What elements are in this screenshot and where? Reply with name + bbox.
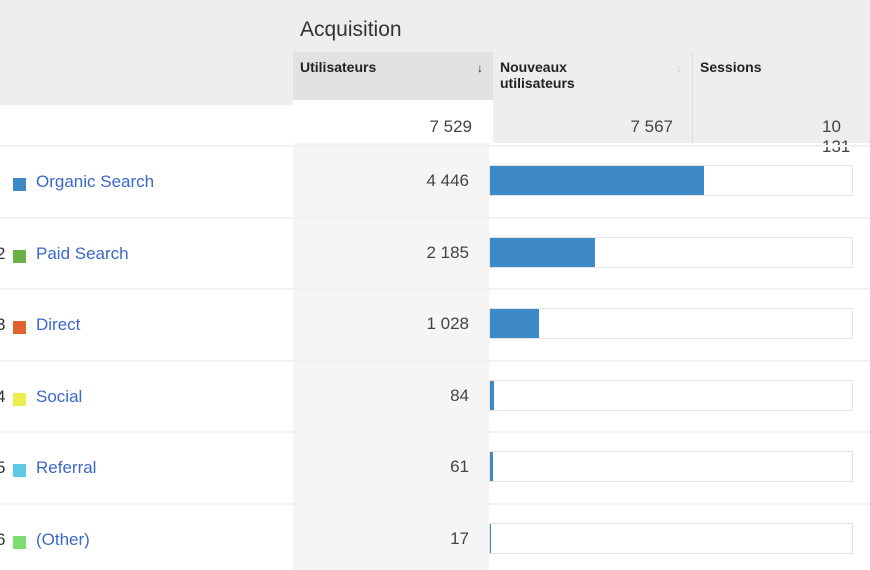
users-total-cell [293, 100, 493, 143]
users-bar [490, 166, 704, 195]
channel-color-swatch [13, 249, 26, 263]
channel-link[interactable]: Direct [36, 315, 81, 334]
column-header-sessions[interactable]: Sessions [693, 52, 870, 143]
row-divider [0, 216, 870, 219]
column-label: Sessions [700, 59, 762, 75]
channel-link[interactable]: Paid Search [36, 243, 129, 263]
users-bar [490, 237, 596, 267]
channel-color-swatch [13, 535, 26, 549]
row-number: 5 [0, 458, 6, 477]
users-value: 1 028 [426, 314, 469, 333]
dimension-column [0, 105, 293, 570]
row-number: 4 [0, 386, 6, 406]
row-divider [0, 359, 870, 362]
row-divider [0, 431, 870, 433]
total-sessions: 10 131 [822, 117, 850, 156]
row-number: 2 [0, 243, 6, 263]
channel-link[interactable]: (Other) [36, 529, 90, 549]
row-divider [0, 502, 870, 505]
total-new-users: 7 567 [630, 117, 673, 136]
users-value: 2 185 [426, 242, 469, 262]
section-title: Acquisition [300, 18, 402, 41]
users-value: 4 446 [426, 171, 469, 190]
users-bar [490, 380, 495, 410]
channel-link[interactable]: Referral [36, 458, 97, 477]
users-bar [490, 309, 540, 338]
users-bar [490, 523, 491, 553]
users-bar-track [489, 379, 853, 411]
channel-color-swatch [13, 464, 26, 477]
channel-color-swatch [13, 321, 26, 334]
column-header-new-users[interactable]: Nouveaux utilisateurs ↓ [493, 52, 693, 143]
sort-arrow-icon[interactable]: ↓ [676, 61, 682, 75]
users-value: 61 [450, 457, 469, 476]
channel-link[interactable]: Organic Search [36, 172, 155, 191]
column-label: Utilisateurs [300, 59, 377, 75]
users-bar [490, 452, 493, 481]
column-label: Nouveaux utilisateurs [500, 59, 575, 91]
column-header-users[interactable]: Utilisateurs ↓ [293, 52, 493, 100]
row-divider [0, 145, 870, 147]
users-bar-track [489, 308, 853, 339]
row-number: 3 [0, 315, 6, 334]
sort-arrow-icon[interactable]: ↓ [477, 61, 483, 75]
users-value: 17 [450, 528, 469, 548]
users-bar-track [489, 522, 853, 554]
row-divider [0, 288, 870, 290]
users-value: 84 [450, 385, 469, 405]
users-bar-track [489, 165, 853, 196]
channel-link[interactable]: Social [36, 386, 83, 406]
channel-color-swatch [13, 392, 26, 406]
users-bar-track [489, 451, 853, 482]
row-number: 6 [0, 529, 6, 549]
users-bar-track [489, 236, 853, 268]
channel-color-swatch [13, 178, 26, 191]
total-users: 7 529 [429, 117, 472, 136]
users-column-background [293, 143, 489, 570]
